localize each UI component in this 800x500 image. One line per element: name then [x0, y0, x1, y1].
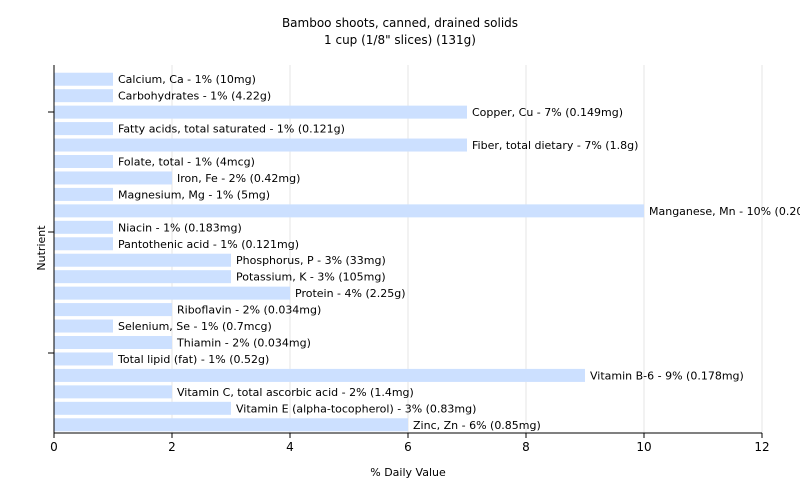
x-tick-label: 2	[168, 440, 176, 454]
bar	[54, 368, 585, 382]
y-axis-label: Nutrient	[35, 225, 48, 271]
bar-label: Manganese, Mn - 10% (0.206mg)	[649, 205, 800, 218]
bar	[54, 418, 408, 432]
bar	[54, 72, 113, 86]
bar-label: Selenium, Se - 1% (0.7mcg)	[118, 320, 272, 333]
bar-label: Phosphorus, P - 3% (33mg)	[236, 254, 386, 267]
chart-subtitle: 1 cup (1/8" slices) (131g)	[324, 33, 476, 47]
bar	[54, 303, 172, 317]
bar-label: Vitamin E (alpha-tocopherol) - 3% (0.83m…	[236, 402, 476, 415]
bar-label: Vitamin B-6 - 9% (0.178mg)	[590, 369, 744, 382]
bar	[54, 253, 231, 267]
bars: Calcium, Ca - 1% (10mg) Carbohydrates - 1…	[54, 72, 800, 432]
bar-label: Iron, Fe - 2% (0.42mg)	[177, 172, 300, 185]
bar	[54, 89, 113, 103]
bar	[54, 155, 113, 168]
bar	[54, 385, 172, 399]
bar	[54, 286, 290, 300]
bar-label: Carbohydrates - 1% (4.22g)	[118, 90, 271, 103]
bar-label: Niacin - 1% (0.183mg)	[118, 221, 242, 234]
bar	[54, 105, 467, 119]
bar-label: Copper, Cu - 7% (0.149mg)	[472, 106, 623, 119]
bar	[54, 401, 231, 415]
bar-label: Riboflavin - 2% (0.034mg)	[177, 304, 321, 317]
bar-label: Pantothenic acid - 1% (0.121mg)	[118, 238, 299, 251]
x-ticks: 0 2 4 6 8 10 12	[50, 433, 770, 454]
bar-label: Protein - 4% (2.25g)	[295, 287, 406, 300]
bar	[54, 220, 113, 234]
bar	[54, 187, 113, 201]
x-tick-label: 12	[754, 440, 769, 454]
bar	[54, 319, 113, 333]
bar	[54, 122, 113, 136]
bar-label: Thiamin - 2% (0.034mg)	[176, 337, 311, 350]
bar-label: Magnesium, Mg - 1% (5mg)	[118, 188, 270, 201]
bar	[54, 336, 172, 349]
x-axis-label: % Daily Value	[370, 466, 446, 479]
bar-label: Zinc, Zn - 6% (0.85mg)	[413, 419, 541, 432]
x-tick-label: 10	[636, 440, 651, 454]
bar-label: Vitamin C, total ascorbic acid - 2% (1.4…	[177, 386, 414, 399]
x-tick-label: 8	[522, 440, 530, 454]
bar	[54, 204, 644, 218]
bar-label: Fiber, total dietary - 7% (1.8g)	[472, 139, 638, 152]
x-tick-label: 6	[404, 440, 412, 454]
bar	[54, 171, 172, 185]
chart-title: Bamboo shoots, canned, drained solids	[282, 16, 518, 30]
bar-label: Calcium, Ca - 1% (10mg)	[118, 73, 256, 86]
x-tick-label: 4	[286, 440, 294, 454]
bar-label: Total lipid (fat) - 1% (0.52g)	[117, 353, 269, 366]
bar-label: Folate, total - 1% (4mcg)	[118, 156, 255, 169]
bar-label: Potassium, K - 3% (105mg)	[236, 271, 386, 284]
x-tick-label: 0	[50, 440, 58, 454]
bar	[54, 352, 113, 366]
bar	[54, 237, 113, 251]
bar	[54, 270, 231, 284]
bar-label: Fatty acids, total saturated - 1% (0.121…	[118, 123, 345, 136]
bar	[54, 138, 467, 152]
